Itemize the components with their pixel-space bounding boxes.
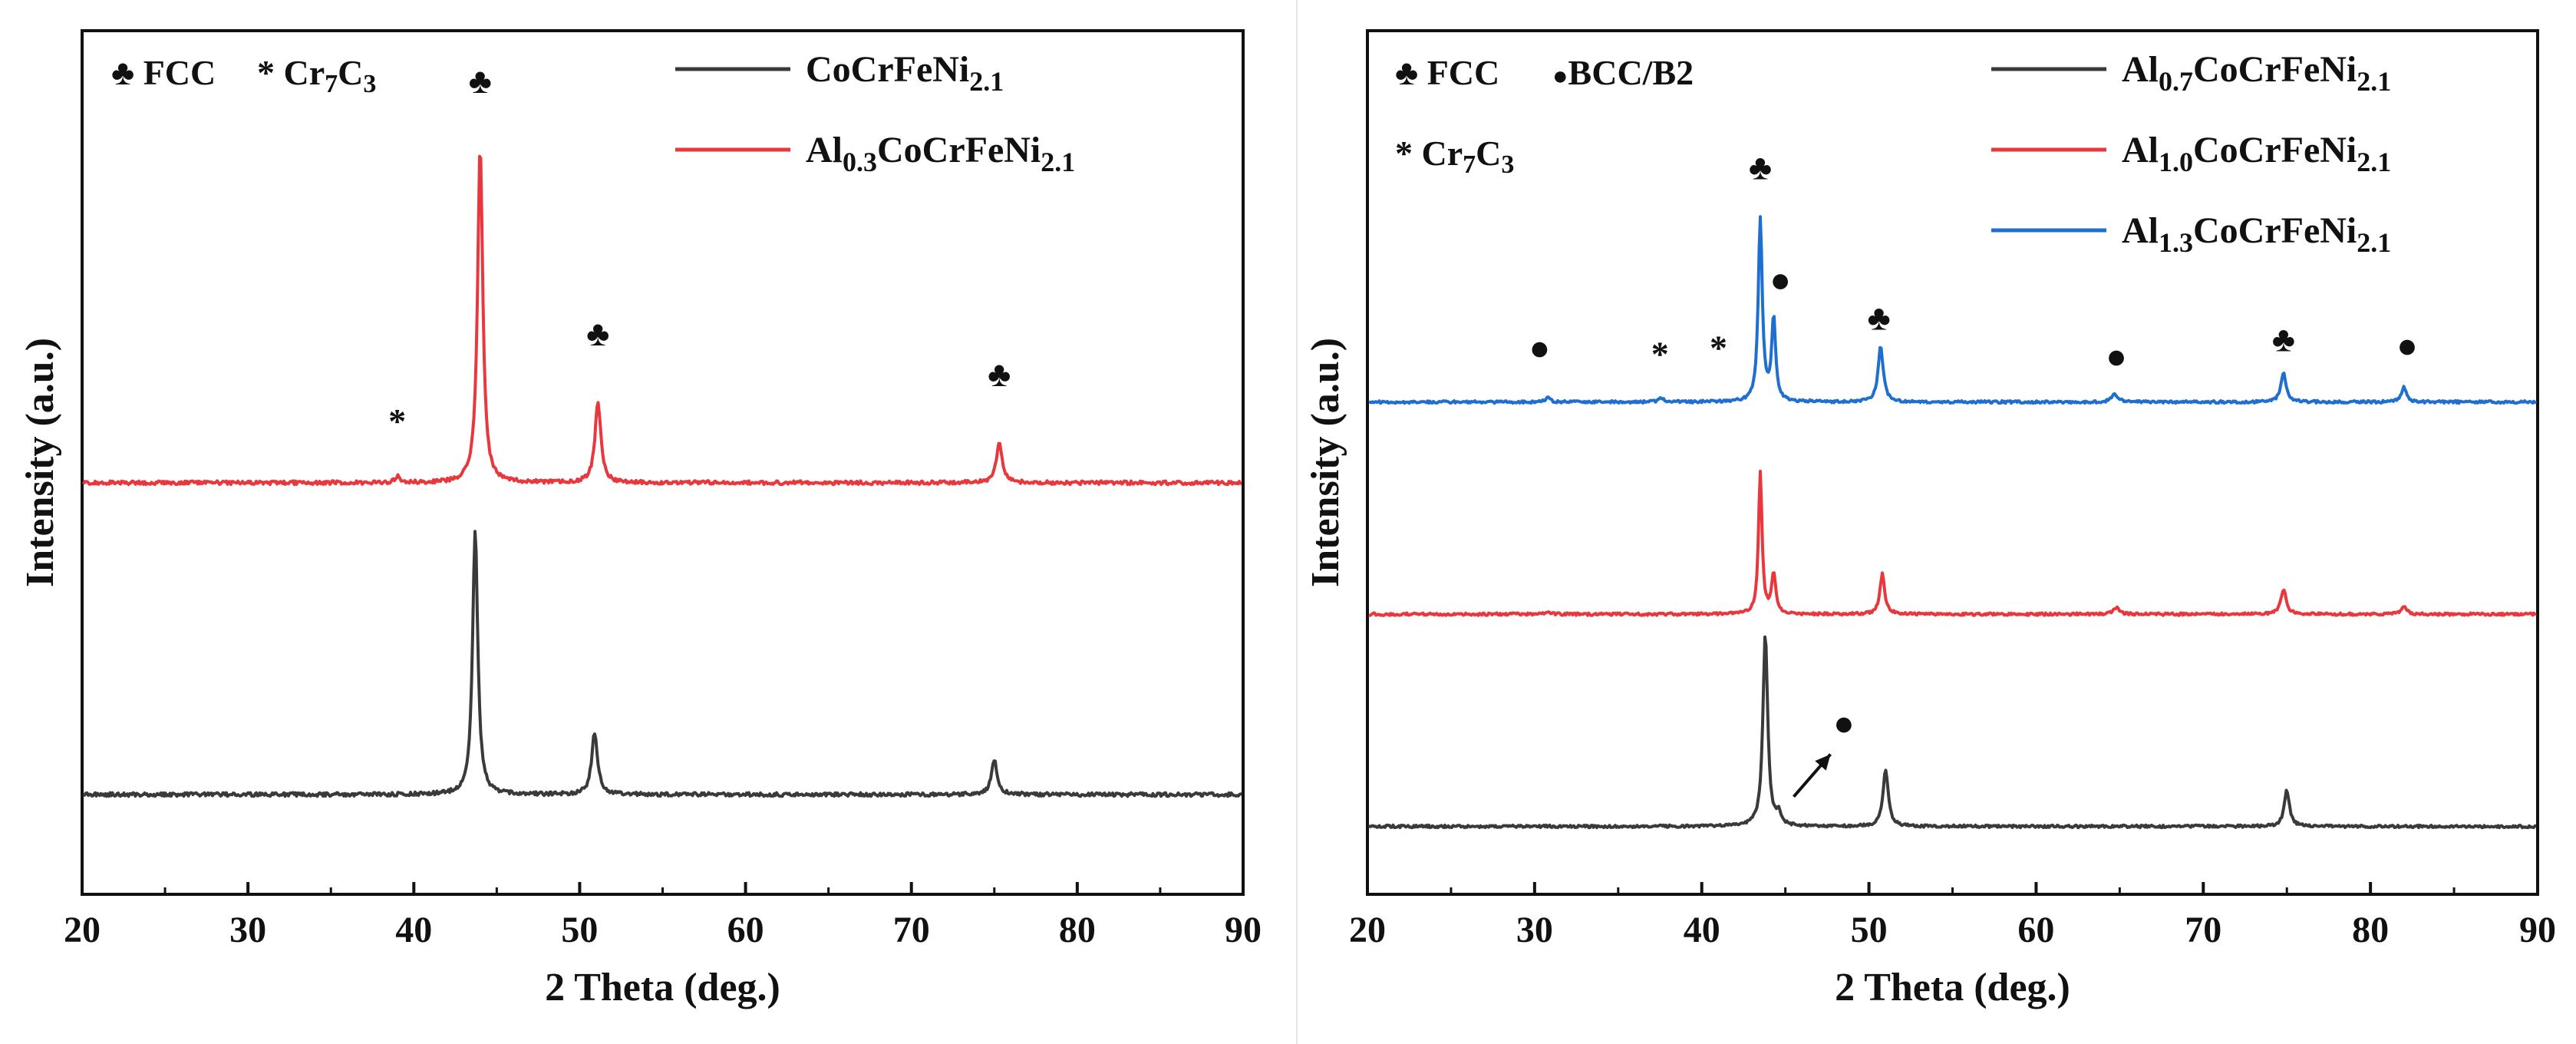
x-axis-label: 2 Theta (deg.) — [1835, 966, 2070, 1009]
phase-key-entry: ♣ FCC — [111, 53, 216, 92]
phase-marker: ♣ — [988, 355, 1011, 394]
x-tick-label: 30 — [229, 910, 266, 950]
x-tick-label: 20 — [1349, 910, 1386, 950]
x-tick-label: 90 — [1225, 910, 1262, 950]
phase-marker: ♣ — [1749, 147, 1772, 187]
phase-marker: ♣ — [1868, 299, 1891, 338]
phase-marker: ♣ — [469, 61, 492, 101]
phase-marker: ● — [1529, 328, 1550, 367]
x-tick-label: 50 — [561, 910, 598, 950]
x-tick-label: 40 — [395, 910, 432, 950]
chart-panel-left: 20 30 40 50 60 70 80 90 2 Theta (deg.) Intensity … — [18, 29, 1262, 1009]
x-tick-label: 40 — [1684, 910, 1720, 950]
x-tick-label: 70 — [893, 910, 930, 950]
x-tick-label: 20 — [64, 910, 101, 950]
phase-key-entry: ●BCC/B2 — [1552, 53, 1694, 92]
legend-label: Al0.3CoCrFeNi2.1 — [806, 130, 1075, 177]
series-line — [1367, 635, 2537, 830]
x-tick-label: 60 — [727, 910, 764, 950]
y-axis-label: Intensity (a.u.) — [18, 338, 62, 587]
x-tick-label: 50 — [1851, 910, 1888, 950]
series-line — [82, 154, 1242, 487]
legend-label: Al1.3CoCrFeNi2.1 — [2122, 210, 2391, 258]
phase-marker: * — [1651, 335, 1669, 374]
phase-marker: * — [388, 401, 406, 441]
x-axis-label: 2 Theta (deg.) — [545, 966, 780, 1009]
series-line — [1368, 215, 2538, 405]
series-line — [82, 530, 1242, 798]
phase-marker: ● — [2396, 326, 2418, 365]
phase-marker: ♣ — [586, 314, 609, 353]
phase-marker: * — [1710, 328, 1727, 367]
phase-marker: ● — [1833, 704, 1855, 743]
phase-key-entry: * Cr7C3 — [257, 53, 376, 98]
phase-marker: ● — [1770, 260, 1791, 299]
phase-key-entry: * Cr7C3 — [1395, 134, 1514, 179]
y-axis-label: Intensity (a.u.) — [1304, 338, 1347, 587]
chart-panel-right: 20 30 40 50 60 70 80 90 2 Theta (deg.) Intensity … — [1304, 29, 2556, 1009]
annotation-arrow-head — [1815, 754, 1831, 771]
x-tick-label: 80 — [1059, 910, 1096, 950]
legend-label: CoCrFeNi2.1 — [806, 49, 1004, 97]
phase-marker: ● — [2106, 336, 2127, 375]
legend-label: Al1.0CoCrFeNi2.1 — [2122, 130, 2391, 177]
x-tick-label: 70 — [2185, 910, 2221, 950]
x-tick-label: 80 — [2352, 910, 2389, 950]
x-tick-label: 60 — [2017, 910, 2054, 950]
legend-label: Al0.7CoCrFeNi2.1 — [2122, 49, 2391, 97]
series-line — [1368, 469, 2537, 617]
phase-key-entry: ♣ FCC — [1395, 53, 1499, 92]
phase-marker: ♣ — [2272, 319, 2295, 358]
x-tick-label: 90 — [2519, 910, 2556, 950]
x-tick-label: 30 — [1516, 910, 1553, 950]
